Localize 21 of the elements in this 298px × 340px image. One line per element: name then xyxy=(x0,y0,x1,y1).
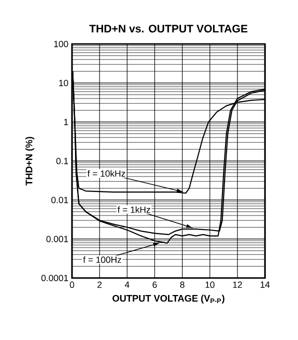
y-tick-label: 10 xyxy=(59,80,68,86)
x-tick-label: 14 xyxy=(260,282,270,288)
x-tick-label: 8 xyxy=(180,282,184,288)
y-axis-title: THD+N (%) xyxy=(25,136,34,186)
y-tick-label: 100 xyxy=(54,40,68,48)
annotation: f = 100Hz xyxy=(83,256,122,263)
x-tick-label: 6 xyxy=(152,282,157,288)
y-tick-label: 0.0001 xyxy=(41,274,68,282)
x-tick-label: 12 xyxy=(233,282,242,288)
x-tick-label: 10 xyxy=(206,282,214,288)
x-axis-title: OUTPUT VOLTAGE (V$_{P-P}$) xyxy=(112,294,224,304)
chart-title: THD+N vs. OUTPUT VOLTAGE xyxy=(89,24,248,33)
y-tick-label: 0.001 xyxy=(46,236,68,242)
y-tick-label: 0.1 xyxy=(56,158,68,164)
annotation: f = 10kHz xyxy=(88,170,126,177)
y-tick-label: 1 xyxy=(64,118,68,126)
x-tick-label: 2 xyxy=(98,282,102,288)
y-tick-label: 0.01 xyxy=(51,196,68,204)
x-tick-label: 4 xyxy=(124,282,130,288)
x-tick-label: 0 xyxy=(70,282,74,288)
annotation: f = 1kHz xyxy=(118,206,150,213)
